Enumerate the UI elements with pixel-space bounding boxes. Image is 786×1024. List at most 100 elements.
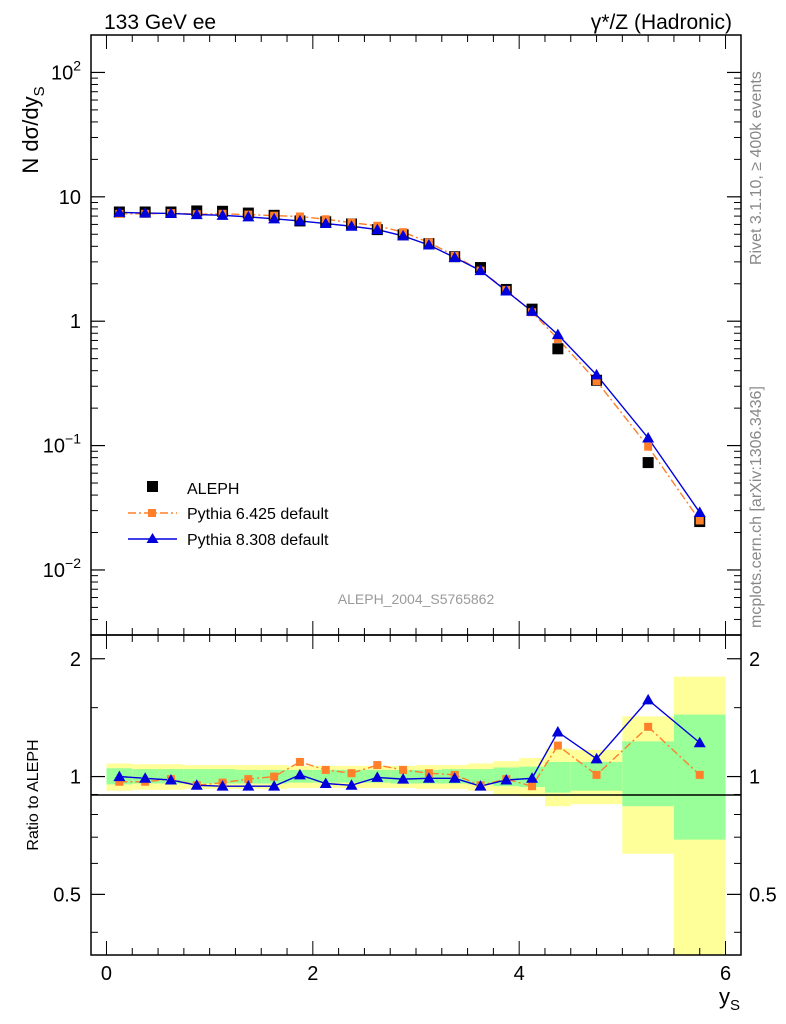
pythia6-point — [644, 442, 653, 451]
pythia6-ratio-point — [373, 761, 382, 770]
lower-plot: 0.5 0.5 1 1 2 2 0 2 4 6 Ratio to ALEPH yS — [25, 634, 777, 1014]
pythia8-ratio-point — [474, 780, 487, 791]
pythia8-ratio-point — [500, 773, 513, 785]
legend-label-pythia6: Pythia 6.425 default — [187, 506, 329, 523]
upper-ylabel-main: N dσ/dy — [18, 96, 43, 173]
pythia8-point — [139, 207, 152, 218]
pythia8-point — [345, 220, 358, 231]
pythia6-ratio-point — [528, 782, 537, 791]
lower-ytick-label: 2 — [70, 649, 81, 671]
upper-ytick-label: 10 — [59, 187, 81, 209]
pythia8-ratio-point — [242, 780, 255, 791]
pythia8-ratio-point — [551, 725, 564, 737]
upper-ylabel: N dσ/dyS — [18, 86, 48, 173]
pythia6-ratio-point — [347, 769, 356, 778]
upper-ytick-exp: 2 — [73, 57, 81, 73]
pythia8-ratio-point — [268, 780, 281, 791]
lower-ytick-label-right: 0.5 — [749, 884, 777, 906]
pythia6-ratio-point — [115, 777, 124, 786]
lower-xlabel: yS — [719, 984, 740, 1014]
upper-ytick-base: 10 — [51, 62, 73, 84]
pythia8-point — [190, 208, 203, 220]
lower-xlabel-sub: S — [730, 997, 740, 1014]
pythia8-ratio-point — [190, 779, 203, 790]
pythia8-ratio-point — [216, 780, 229, 791]
pythia8-point — [268, 212, 281, 224]
pythia8-point — [164, 207, 177, 218]
lower-xtick-label: 2 — [307, 963, 318, 985]
pythia8-point — [371, 223, 384, 235]
lower-xtick-label: 4 — [514, 963, 525, 985]
upper-ylabel-sub: S — [31, 86, 48, 96]
pythia8-point — [526, 305, 539, 316]
pythia8-point — [590, 368, 603, 380]
upper-series-markers — [113, 205, 706, 528]
lower-xtick-label: 0 — [101, 963, 112, 985]
pythia6-ratio-point — [270, 772, 279, 781]
pythia8-ratio-point — [345, 779, 358, 790]
ratio-band-inner — [183, 769, 210, 784]
pythia8-point — [693, 506, 706, 517]
lower-plot-frame — [90, 634, 742, 956]
analysis-id-label: ALEPH_2004_S5765862 — [338, 591, 495, 607]
pythia8-ratio-point — [590, 752, 603, 764]
pythia8-ratio-point — [422, 772, 435, 783]
upper-ytick-label: 1 — [70, 311, 81, 333]
pythia8-ratio-point — [293, 768, 306, 780]
lower-ytick-label-right: 2 — [749, 649, 760, 671]
upper-series-lines — [119, 211, 701, 521]
pythia6-ratio-point — [244, 775, 253, 784]
pythia8-ratio-point — [164, 773, 177, 785]
upper-ytick-exp: −2 — [65, 555, 81, 571]
header-right-label: γ*/Z (Hadronic) — [591, 11, 732, 34]
pythia6-ratio-point — [592, 770, 601, 779]
pythia8-ratio-point — [642, 693, 655, 705]
pythia6-point — [592, 377, 601, 386]
pythia8-ratio-point — [448, 772, 461, 783]
pythia8-point — [474, 264, 487, 276]
pythia8-point — [113, 206, 126, 217]
pythia8-point — [551, 328, 564, 340]
pythia8-point — [500, 284, 513, 296]
pythia8-point — [242, 210, 255, 222]
aleph-data-point — [552, 343, 564, 355]
pythia8-point — [319, 217, 332, 229]
pythia8-point — [642, 432, 655, 443]
pythia6-ratio-point — [295, 757, 304, 766]
lower-ylabel: Ratio to ALEPH — [25, 739, 42, 850]
pythia8-point — [448, 251, 461, 263]
ratio-band-inner — [312, 769, 339, 783]
pythia6-ratio-point — [553, 741, 562, 750]
pythia8-ratio-point — [397, 773, 410, 784]
pythia8-point — [397, 229, 410, 241]
lower-axes: 0.5 0.5 1 1 2 2 0 2 4 6 — [53, 635, 777, 985]
header-left-label: 133 GeV ee — [104, 11, 216, 34]
upper-ytick-exp: −1 — [65, 431, 81, 447]
upper-ytick-base: 10 — [43, 560, 65, 582]
pythia8-ratio-point — [371, 771, 384, 782]
lower-ytick-label: 1 — [70, 767, 81, 789]
legend-label-aleph: ALEPH — [187, 481, 239, 498]
legend-marker-aleph — [147, 481, 158, 492]
pythia8-ratio-point — [319, 777, 332, 789]
legend-marker-pythia6 — [148, 509, 156, 517]
pythia8-point — [422, 238, 435, 250]
mcplots-source-label: mcplots.cern.ch [arXiv:1306.3436] — [748, 386, 765, 628]
lower-xlabel-main: y — [719, 984, 730, 1009]
ratio-band-inner — [467, 769, 494, 785]
lower-ytick-label-right: 1 — [749, 767, 760, 789]
lower-ytick-label: 0.5 — [53, 884, 81, 906]
pythia8-point — [293, 214, 306, 226]
rivet-version-label: Rivet 3.1.10, ≥ 400k events — [748, 71, 765, 265]
pythia8-ratio-point — [526, 772, 539, 783]
aleph-data-point — [642, 457, 654, 469]
ratio-band-inner — [622, 741, 674, 807]
pythia8-ratio-point — [139, 772, 152, 783]
pythia6-ratio-point — [399, 765, 408, 774]
pythia8-line — [119, 211, 701, 513]
legend-label-pythia8: Pythia 8.308 default — [187, 532, 329, 549]
ratio-band-inner — [544, 761, 571, 793]
ratio-band-inner — [209, 769, 236, 784]
